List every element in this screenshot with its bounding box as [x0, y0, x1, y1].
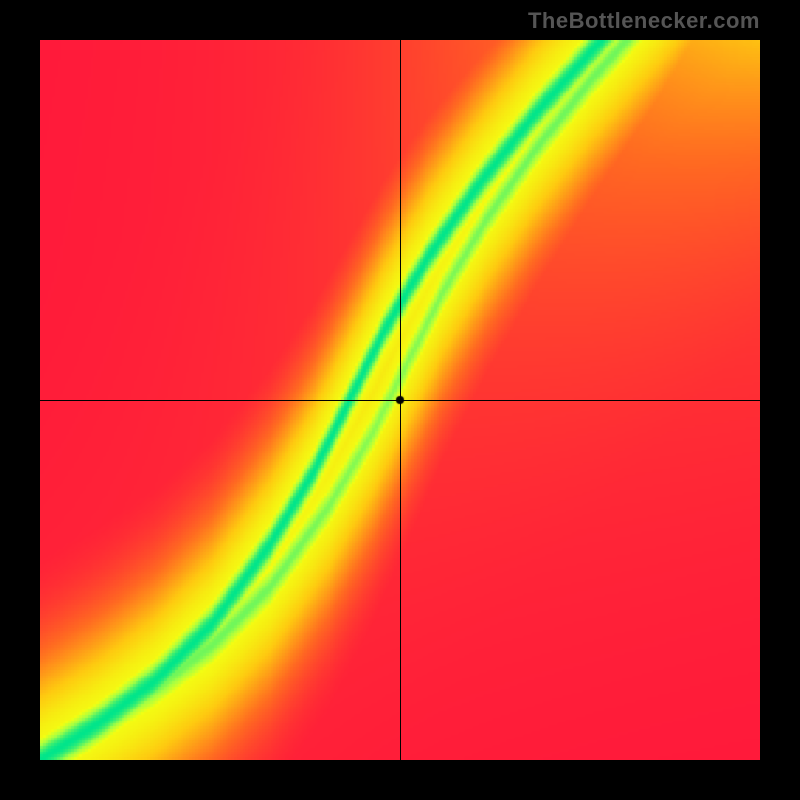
watermark-text: TheBottlenecker.com [528, 8, 760, 34]
crosshair-marker [395, 395, 405, 405]
